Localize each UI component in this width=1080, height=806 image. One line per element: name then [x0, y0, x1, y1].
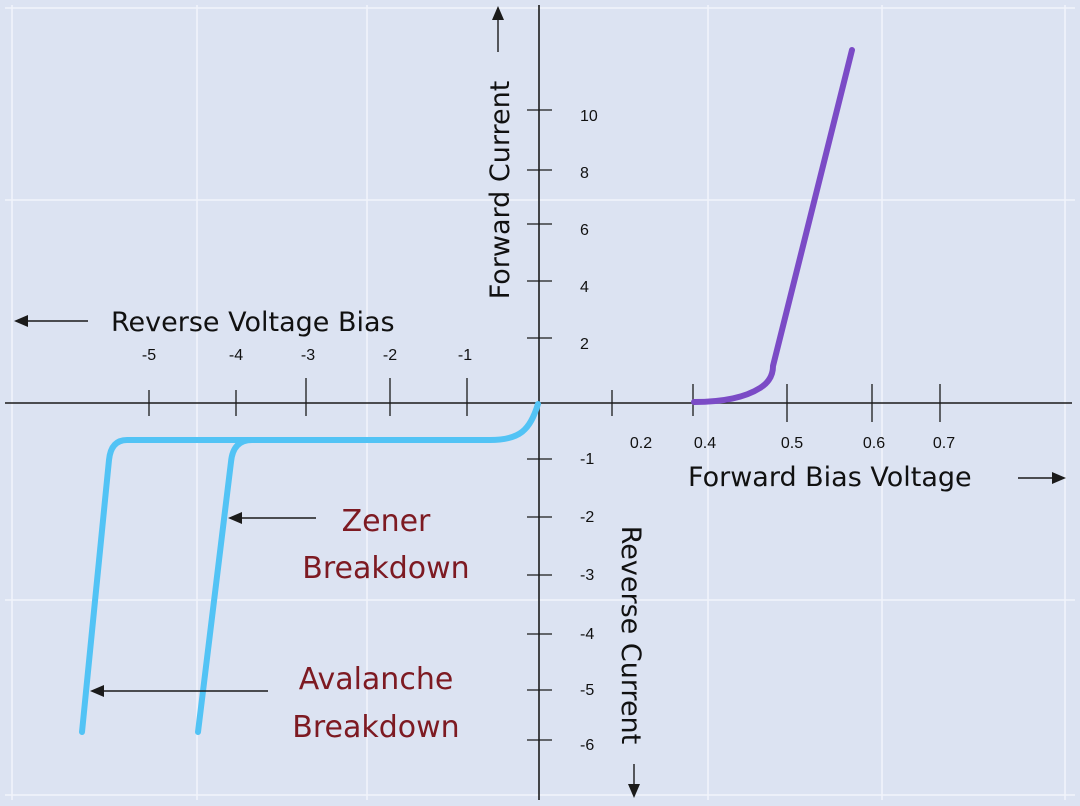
zener-pointer-arrow-icon	[228, 512, 316, 524]
tick-label-ineg6: -6	[580, 737, 594, 754]
tick-label-0-6: 0.6	[863, 435, 885, 452]
tick-label-ineg3: -3	[580, 567, 594, 584]
tick-label-i2: 2	[580, 336, 589, 353]
tick-label-0-2: 0.2	[630, 435, 652, 452]
tick-label-i8: 8	[580, 165, 589, 182]
zener-label-line1: Zener	[342, 504, 431, 539]
current-tick-marks	[527, 109, 552, 741]
forward-characteristic-curve	[691, 47, 855, 405]
zener-breakdown-curve	[195, 437, 255, 735]
tick-label-neg4: -4	[229, 347, 243, 364]
avalanche-label-line1: Avalanche	[299, 662, 454, 697]
tick-label-ineg4: -4	[580, 626, 594, 643]
reverse-current-tick-labels: -1 -2 -3 -4 -5 -6	[580, 451, 594, 754]
tick-label-ineg1: -1	[580, 451, 594, 468]
forward-current-arrow-icon	[492, 6, 504, 52]
reverse-voltage-tick-labels: -5 -4 -3 -2 -1	[142, 347, 472, 364]
reverse-voltage-arrow-icon	[14, 315, 88, 327]
forward-current-title: Forward Current	[485, 81, 516, 300]
tick-label-neg2: -2	[383, 347, 397, 364]
reverse-current-title: Reverse Current	[615, 526, 646, 745]
voltage-tick-marks	[148, 378, 941, 422]
tick-label-i6: 6	[580, 222, 589, 239]
tick-label-0-4: 0.4	[694, 435, 716, 452]
forward-voltage-tick-labels: 0.2 0.4 0.5 0.6 0.7	[630, 435, 955, 452]
forward-voltage-title: Forward Bias Voltage	[688, 462, 972, 493]
tick-label-0-5: 0.5	[781, 435, 803, 452]
reverse-voltage-title: Reverse Voltage Bias	[111, 307, 395, 338]
reverse-current-arrow-icon	[628, 764, 640, 798]
forward-voltage-arrow-icon	[1018, 472, 1066, 484]
avalanche-label-line2: Breakdown	[292, 710, 459, 745]
zener-label-line2: Breakdown	[302, 551, 469, 586]
tick-label-i4: 4	[580, 279, 589, 296]
tick-label-neg5: -5	[142, 347, 156, 364]
avalanche-pointer-arrow-icon	[90, 685, 268, 697]
tick-label-ineg2: -2	[580, 509, 594, 526]
tick-label-neg1: -1	[458, 347, 472, 364]
reverse-leakage-and-avalanche-curve	[79, 401, 541, 735]
tick-label-neg3: -3	[301, 347, 315, 364]
tick-label-ineg5: -5	[580, 682, 594, 699]
tick-label-i10: 10	[580, 108, 598, 125]
tick-label-0-7: 0.7	[933, 435, 955, 452]
forward-current-tick-labels: 2 4 6 8 10	[580, 108, 598, 353]
